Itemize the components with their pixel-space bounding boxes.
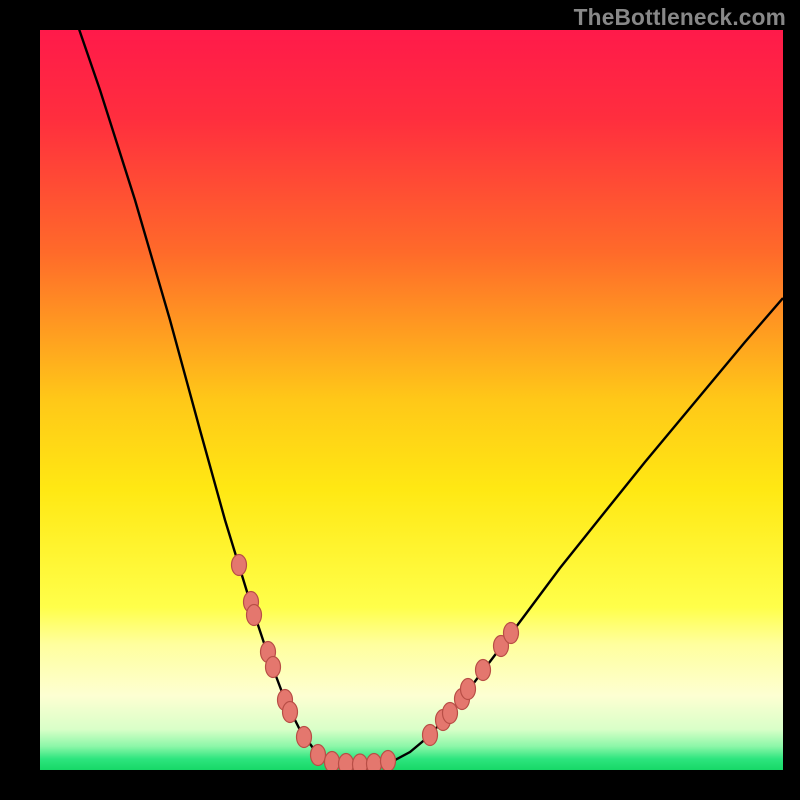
datapoint-marker [283,702,298,723]
datapoint-marker [311,745,326,766]
datapoint-marker [339,754,354,775]
datapoint-marker [353,754,368,775]
chart-frame: TheBottleneck.com [0,0,800,800]
datapoint-marker [381,751,396,772]
datapoint-marker [504,623,519,644]
datapoint-marker [423,725,438,746]
gradient-panel [40,30,783,770]
datapoint-marker [443,703,458,724]
datapoint-marker [367,754,382,775]
datapoint-marker [461,679,476,700]
datapoint-marker [325,752,340,773]
datapoint-marker [247,605,262,626]
bottleneck-chart [0,0,800,800]
datapoint-marker [266,657,281,678]
datapoint-marker [476,660,491,681]
datapoint-marker [232,555,247,576]
datapoint-marker [297,727,312,748]
